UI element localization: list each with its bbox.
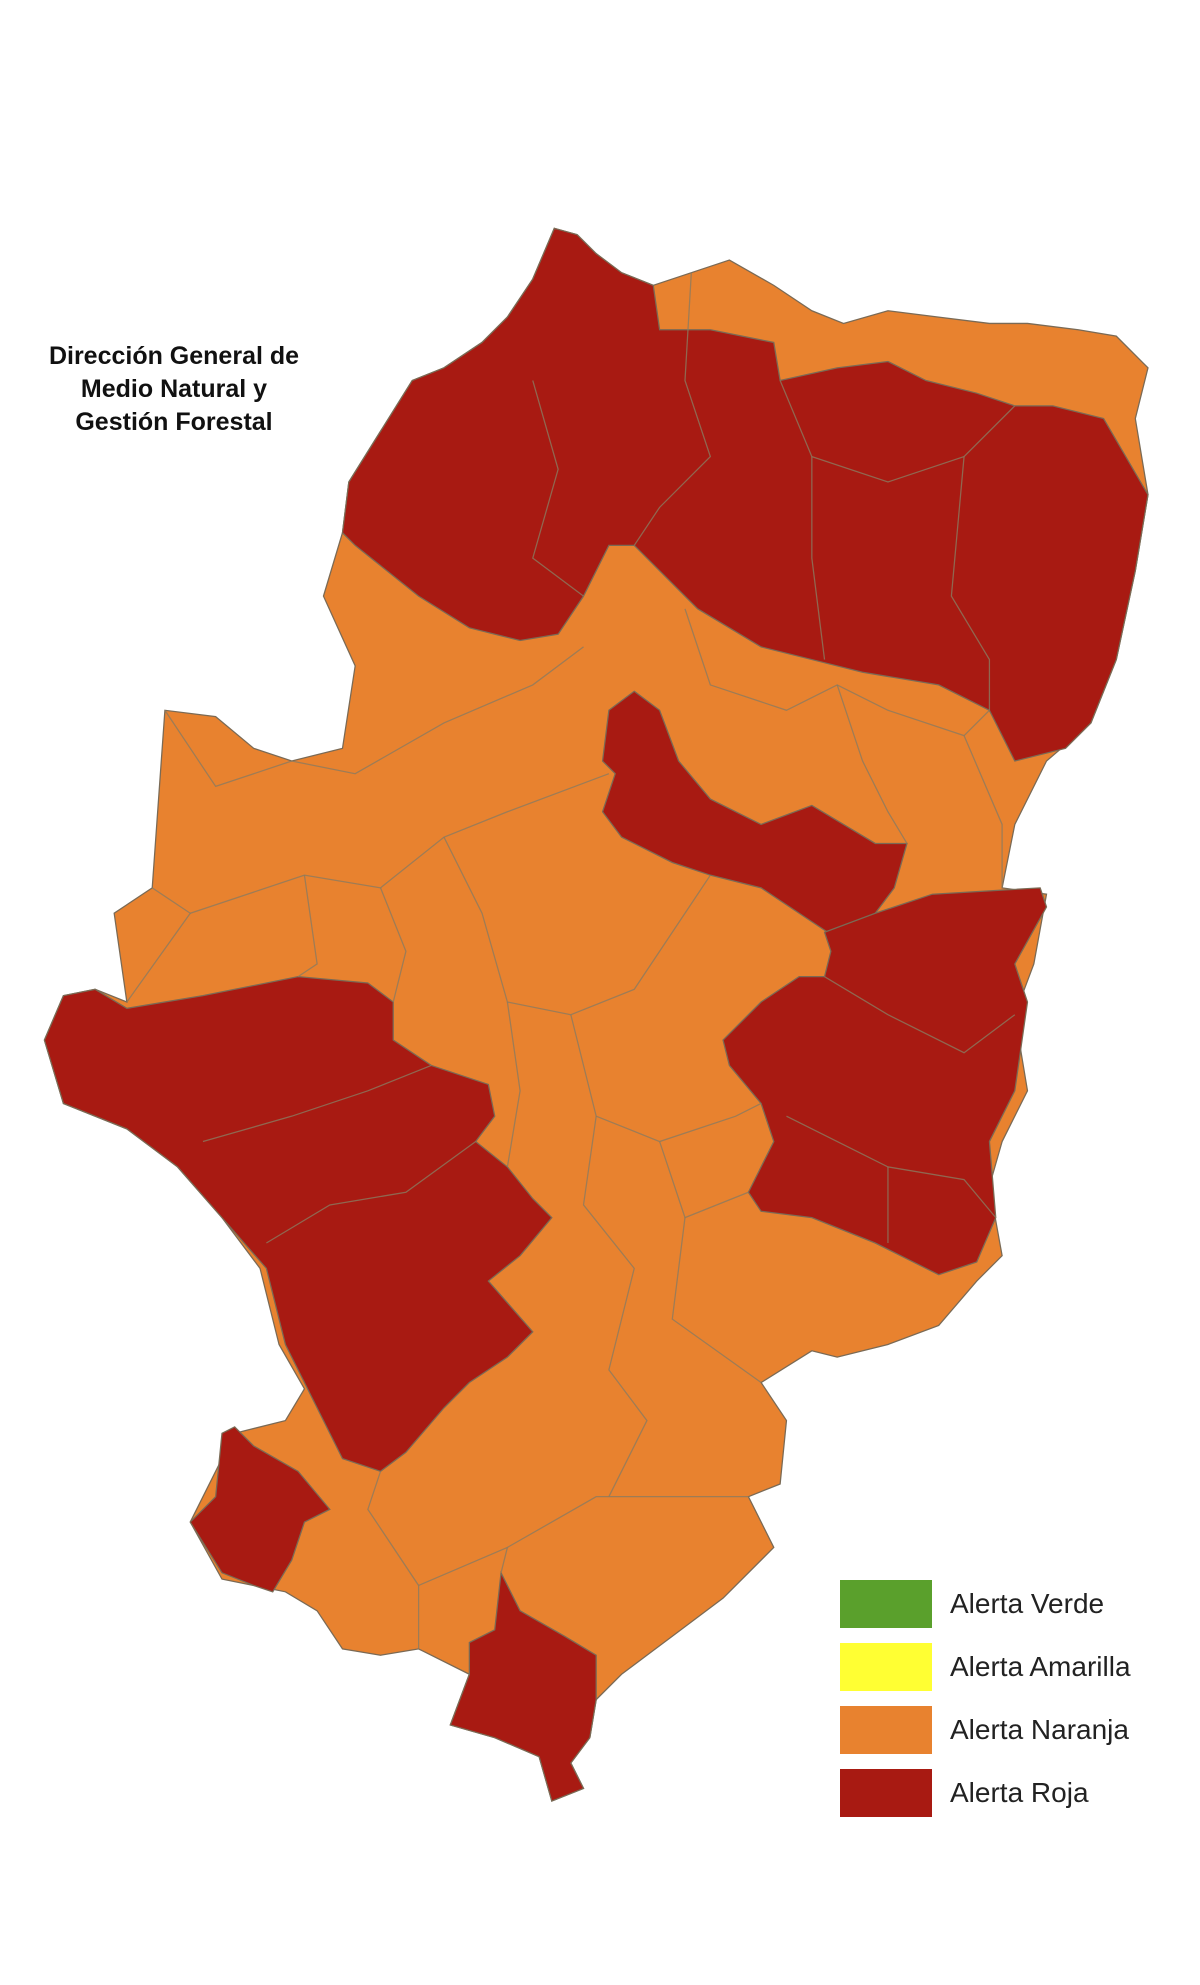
title-line-1: Dirección General de [48,342,300,370]
region-red-southwest [189,1426,331,1593]
region-red-south [449,1570,597,1802]
legend-item-verde: Alerta Verde [840,1580,1131,1628]
legend-item-amarilla: Alerta Amarilla [840,1643,1131,1691]
legend-label: Alerta Amarilla [950,1651,1131,1682]
region-red-east [722,887,1048,1276]
legend: Alerta Verde Alerta Amarilla Alerta Nara… [840,1580,1131,1832]
county-borders [126,272,1016,1649]
legend-item-roja: Alerta Roja [840,1769,1131,1817]
map-title: Dirección General de Medio Natural y Ges… [14,340,334,439]
legend-label: Alerta Naranja [950,1714,1129,1745]
legend-label: Alerta Roja [950,1777,1089,1808]
legend-swatch [840,1643,932,1691]
legend-label: Alerta Verde [950,1588,1105,1619]
legend-item-naranja: Alerta Naranja [840,1706,1131,1754]
title-line-2: Medio Natural y [80,375,268,403]
legend-swatch [840,1706,932,1754]
legend-swatch [840,1580,932,1628]
legend-swatch [840,1769,932,1817]
title-line-3: Gestión Forestal [75,408,273,436]
